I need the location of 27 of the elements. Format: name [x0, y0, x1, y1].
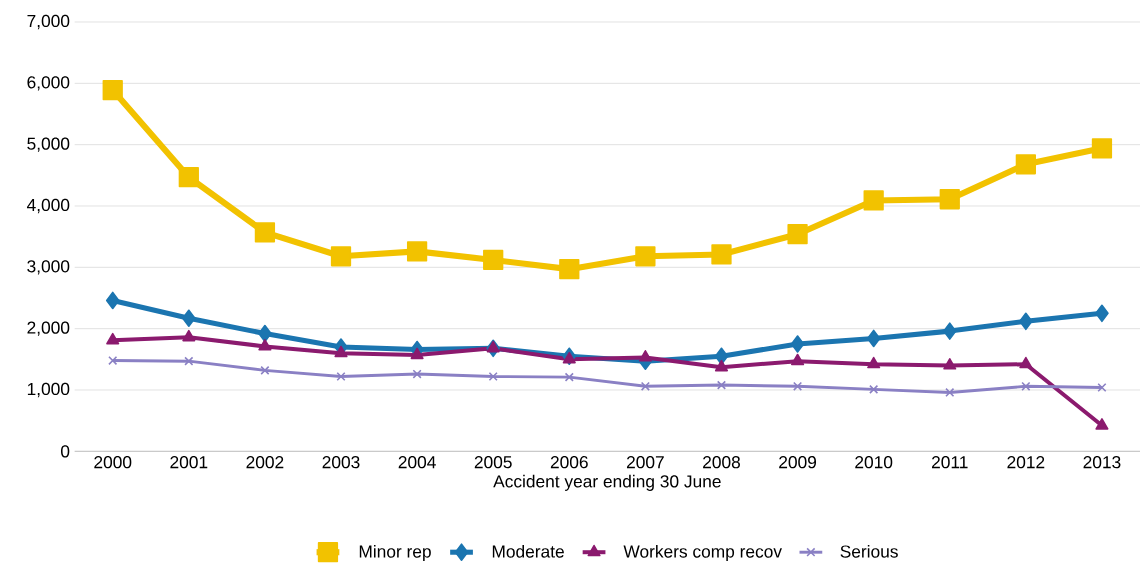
x-tick-label: 2005	[474, 456, 512, 469]
x-tick-label: 2008	[703, 456, 740, 469]
legend-label: Workers comp recov	[623, 544, 782, 562]
y-tick-label: 2,000	[27, 321, 70, 336]
legend-label: Moderate	[492, 544, 564, 558]
y-tick-label: 6,000	[27, 76, 70, 91]
legend-label: Minor rep	[359, 544, 431, 562]
y-tick-label: 4,000	[26, 198, 70, 214]
x-tick-label: 2006	[550, 456, 588, 469]
x-tick-label: 2007	[626, 456, 664, 469]
x-axis-title: Accident year ending 30 June	[493, 474, 721, 491]
x-tick-label: 2012	[1007, 456, 1045, 469]
y-tick-label: 3,000	[27, 260, 70, 275]
x-tick-label: 2001	[170, 456, 208, 469]
y-tick-label: 1,000	[27, 382, 70, 398]
x-tick-label: 2011	[932, 456, 968, 469]
x-tick-label: 2013	[1083, 456, 1121, 469]
x-tick-label: 2009	[779, 456, 817, 469]
y-tick-label: 0	[60, 445, 70, 458]
x-tick-label: 2000	[94, 456, 132, 469]
x-tick-label: 2004	[398, 456, 436, 469]
x-tick-label: 2003	[322, 456, 360, 469]
y-tick-label: 5,000	[27, 137, 70, 152]
legend-label: Serious	[840, 544, 898, 558]
x-tick-label: 2010	[855, 456, 893, 469]
y-tick-label: 7,000	[27, 14, 70, 30]
x-tick-label: 2002	[246, 456, 284, 469]
